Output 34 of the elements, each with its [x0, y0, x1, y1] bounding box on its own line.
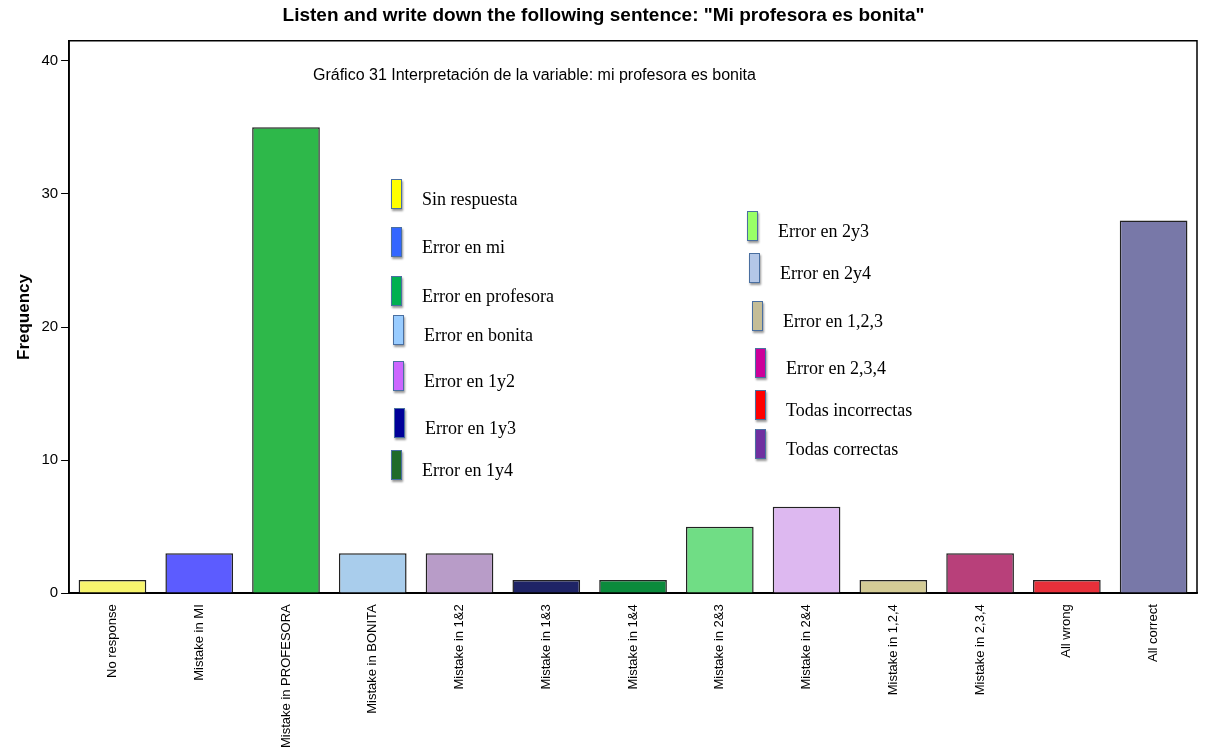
x-tick-label: Mistake in 1&3 [537, 604, 553, 690]
annotation: Error en 2y3 [778, 220, 869, 242]
x-tick-label: Mistake in PROFESORA [277, 603, 293, 749]
x-tick-label: No response [104, 604, 120, 678]
annotation: Error en 2,3,4 [786, 357, 886, 379]
x-tick-label: Mistake in 1&2 [451, 604, 467, 690]
x-tick-label: Mistake in 2&3 [711, 604, 727, 690]
x-tick-label: All wrong [1058, 604, 1074, 658]
annotation: Error en 1y2 [424, 370, 515, 392]
annotation: Gráfico 31 Interpretación de la variable: mi profesora es bonita [313, 66, 756, 84]
y-tick-label: 20 [41, 317, 59, 335]
annotation: Error en bonita [424, 324, 533, 346]
y-tick-label: 10 [41, 450, 59, 468]
annotation: Error en 1y3 [425, 417, 516, 439]
annotation: Sin respuesta [422, 188, 518, 210]
annotation: Error en mi [422, 236, 505, 258]
x-tick-label: Mistake in 1,2,4 [884, 604, 900, 696]
x-tick-label: All correct [1145, 603, 1161, 663]
x-tick-label: Mistake in 2&4 [798, 604, 814, 690]
annotation: Error en 1y4 [422, 459, 513, 481]
annotation: Todas correctas [786, 438, 899, 460]
x-tick-label: Mistake in MI [190, 604, 206, 681]
x-tick-label: Mistake in 2,3,4 [971, 604, 987, 696]
y-tick-label: 30 [41, 184, 59, 202]
x-tick-label: Mistake in BONITA [364, 603, 380, 714]
annotation: Error en 2y4 [780, 262, 871, 284]
annotation: Error en profesora [422, 285, 554, 307]
chart-title: Listen and write down the following sentence: "Mi profesora es bonita" [282, 3, 925, 25]
y-tick-label: 40 [41, 50, 59, 68]
annotation: Error en 1,2,3 [783, 310, 883, 332]
y-tick-label: 0 [49, 583, 59, 601]
y-axis-title: Frequency [13, 273, 33, 361]
x-tick-label: Mistake in 1&4 [624, 604, 640, 690]
annotation: Todas incorrectas [786, 399, 913, 421]
